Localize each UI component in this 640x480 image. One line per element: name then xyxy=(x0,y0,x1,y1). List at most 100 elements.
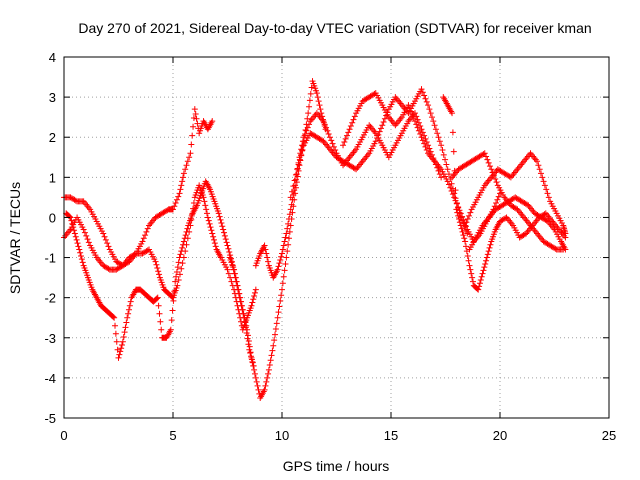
y-tick-label: -5 xyxy=(44,411,56,426)
data-point xyxy=(83,232,90,239)
data-point xyxy=(314,94,321,101)
data-point xyxy=(188,141,195,148)
data-point xyxy=(324,127,331,134)
data-point xyxy=(71,227,78,234)
data-point xyxy=(209,230,216,237)
data-point xyxy=(180,238,187,245)
data-point xyxy=(239,306,246,313)
data-point xyxy=(495,193,502,200)
data-point xyxy=(178,248,185,255)
data-point xyxy=(85,239,92,246)
y-tick-label: 1 xyxy=(49,170,56,185)
data-point xyxy=(469,274,476,281)
data-point xyxy=(237,294,244,301)
data-point xyxy=(456,216,463,223)
data-point xyxy=(224,266,231,273)
data-point xyxy=(275,263,282,270)
data-point xyxy=(176,190,183,197)
data-point xyxy=(174,264,181,271)
x-tick-label: 10 xyxy=(275,428,289,443)
data-point xyxy=(261,242,268,249)
data-point xyxy=(476,280,483,287)
data-point xyxy=(234,282,241,289)
data-point xyxy=(476,283,483,290)
data-point xyxy=(444,178,451,185)
data-point xyxy=(264,254,271,261)
data-point xyxy=(494,196,501,203)
data-point xyxy=(280,242,287,249)
data-point xyxy=(426,106,433,113)
data-point xyxy=(250,362,257,369)
data-point xyxy=(483,254,490,261)
data-point xyxy=(466,212,473,219)
data-point xyxy=(226,248,233,255)
data-point xyxy=(115,354,122,361)
y-tick-label: -1 xyxy=(44,251,56,266)
data-point xyxy=(455,212,462,219)
data-point xyxy=(215,210,222,217)
data-point xyxy=(223,239,230,246)
data-point xyxy=(105,243,112,250)
data-point xyxy=(298,151,305,158)
data-point xyxy=(449,129,456,136)
data-point xyxy=(321,121,328,128)
grid-lines xyxy=(64,57,609,418)
data-point xyxy=(502,215,509,222)
data-point xyxy=(265,258,272,265)
data-point xyxy=(445,171,452,178)
data-point xyxy=(262,382,269,389)
data-point xyxy=(244,332,251,339)
data-point xyxy=(323,124,330,131)
data-point xyxy=(415,127,422,134)
data-point xyxy=(303,127,310,134)
data-point xyxy=(139,238,146,245)
data-point xyxy=(279,286,285,293)
data-point xyxy=(251,293,258,300)
x-tick-label: 0 xyxy=(60,428,67,443)
data-point xyxy=(506,173,513,180)
data-point xyxy=(281,267,288,274)
data-point xyxy=(439,147,446,154)
data-point xyxy=(479,270,486,277)
data-point xyxy=(279,250,285,257)
data-point xyxy=(449,110,456,117)
data-point xyxy=(179,244,186,251)
data-point xyxy=(481,150,488,157)
x-tick-label: 25 xyxy=(602,428,616,443)
data-point xyxy=(271,337,278,344)
data-point xyxy=(173,268,180,275)
data-point xyxy=(131,251,138,258)
data-point xyxy=(281,238,288,245)
data-point xyxy=(276,303,283,310)
data-point xyxy=(351,113,358,120)
data-point xyxy=(380,118,387,125)
data-point xyxy=(478,273,485,280)
data-point xyxy=(84,236,91,243)
data-point xyxy=(448,187,455,194)
data-point xyxy=(285,216,292,223)
data-point xyxy=(406,105,413,112)
data-point xyxy=(152,258,159,265)
data-points xyxy=(61,78,569,401)
data-point xyxy=(170,206,176,213)
data-point xyxy=(438,142,445,149)
data-point xyxy=(238,302,245,309)
data-point xyxy=(231,266,238,273)
data-point xyxy=(279,246,286,253)
data-point xyxy=(142,232,149,239)
data-point xyxy=(274,266,281,273)
data-point xyxy=(280,273,287,280)
data-point xyxy=(483,257,490,264)
data-point xyxy=(184,225,191,232)
data-point xyxy=(304,115,311,122)
data-point xyxy=(279,280,286,287)
data-point xyxy=(265,370,272,377)
data-point xyxy=(231,270,238,277)
data-point xyxy=(173,273,180,280)
data-point xyxy=(350,116,357,123)
y-tick-label: 3 xyxy=(49,90,56,105)
data-point xyxy=(452,197,459,204)
data-point xyxy=(249,358,256,365)
data-point xyxy=(221,229,228,236)
x-tick-label: 20 xyxy=(493,428,507,443)
